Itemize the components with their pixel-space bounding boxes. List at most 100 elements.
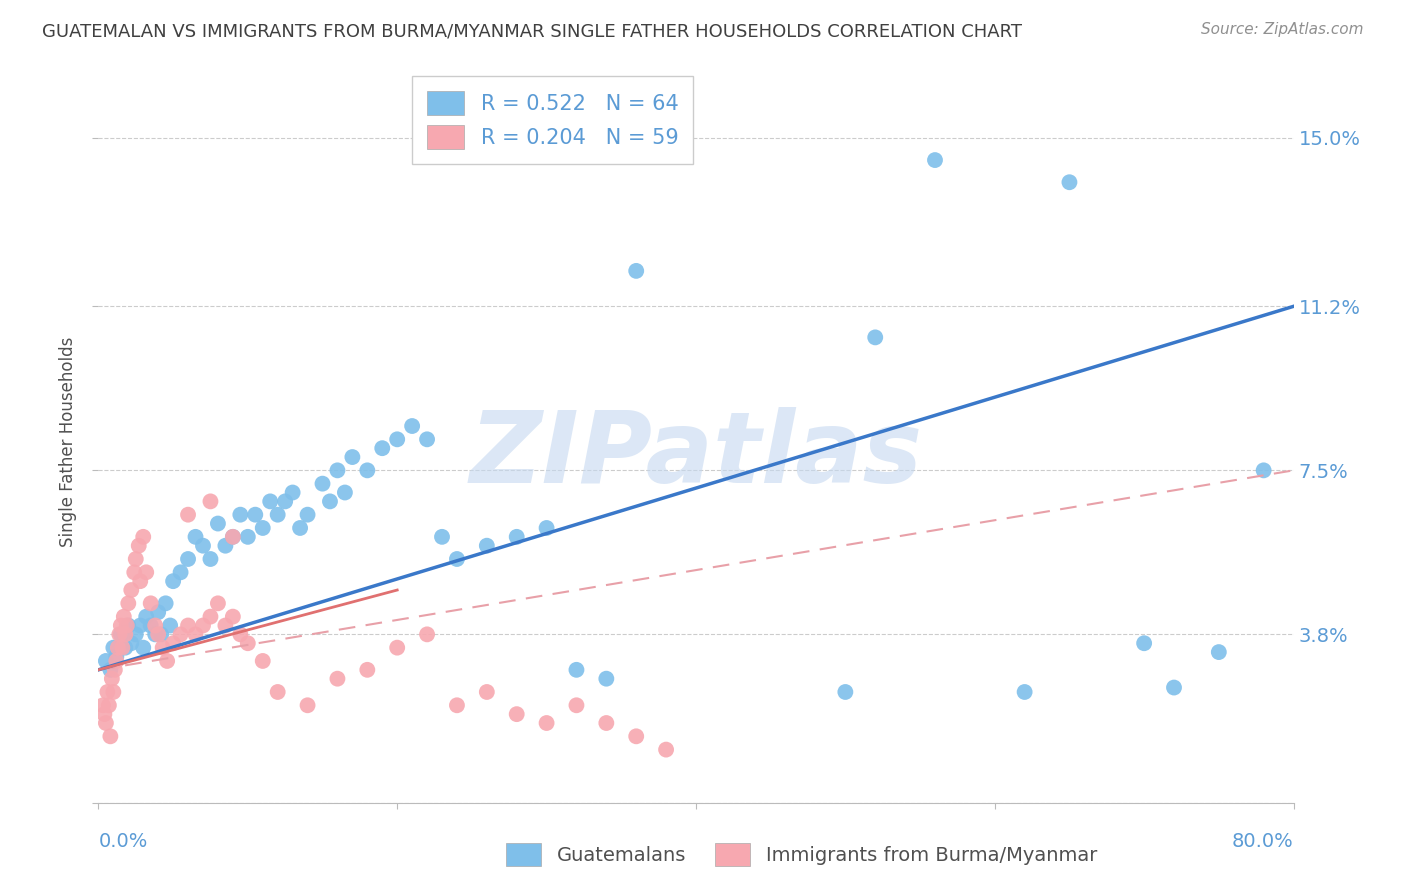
Point xyxy=(94,654,117,668)
Point xyxy=(446,552,468,566)
Point xyxy=(834,685,856,699)
Point xyxy=(120,636,142,650)
Point xyxy=(626,729,648,743)
Point xyxy=(135,609,157,624)
Point xyxy=(177,552,200,566)
Point xyxy=(114,627,136,641)
Point xyxy=(288,521,311,535)
Point xyxy=(200,494,222,508)
Text: 0.0%: 0.0% xyxy=(98,831,148,851)
Point xyxy=(93,707,115,722)
Point xyxy=(311,476,333,491)
Point xyxy=(333,485,356,500)
Point xyxy=(139,596,162,610)
Text: GUATEMALAN VS IMMIGRANTS FROM BURMA/MYANMAR SINGLE FATHER HOUSEHOLDS CORRELATION: GUATEMALAN VS IMMIGRANTS FROM BURMA/MYAN… xyxy=(42,22,1022,40)
Point xyxy=(169,627,191,641)
Point xyxy=(229,627,252,641)
Point xyxy=(259,494,281,508)
Point xyxy=(125,552,148,566)
Point xyxy=(446,698,468,713)
Point xyxy=(177,618,200,632)
Point xyxy=(222,530,245,544)
Point xyxy=(595,716,617,731)
Point xyxy=(98,663,122,677)
Point xyxy=(326,463,349,477)
Point xyxy=(281,485,304,500)
Point xyxy=(475,685,498,699)
Point xyxy=(125,627,148,641)
Point xyxy=(565,663,588,677)
Point xyxy=(114,640,136,655)
Point xyxy=(139,618,162,632)
Point xyxy=(191,539,214,553)
Point xyxy=(104,663,127,677)
Point xyxy=(115,618,138,632)
Point xyxy=(207,516,229,531)
Point xyxy=(342,450,364,464)
Point xyxy=(117,596,139,610)
Point xyxy=(267,508,290,522)
Point xyxy=(128,539,150,553)
Point xyxy=(112,609,135,624)
Point xyxy=(326,672,349,686)
Point xyxy=(124,566,146,580)
Point xyxy=(416,627,439,641)
Point xyxy=(401,419,423,434)
Point xyxy=(430,530,453,544)
Point xyxy=(129,618,152,632)
Legend: R = 0.522   N = 64, R = 0.204   N = 59: R = 0.522 N = 64, R = 0.204 N = 59 xyxy=(412,76,693,164)
Point xyxy=(91,698,114,713)
Point xyxy=(97,698,120,713)
Point xyxy=(132,640,155,655)
Point xyxy=(1253,463,1275,477)
Text: ZIPatlas: ZIPatlas xyxy=(470,408,922,505)
Point xyxy=(110,618,132,632)
Point xyxy=(120,582,142,597)
Point xyxy=(416,433,439,447)
Text: Source: ZipAtlas.com: Source: ZipAtlas.com xyxy=(1201,22,1364,37)
Point xyxy=(184,627,207,641)
Point xyxy=(565,698,588,713)
Point xyxy=(129,574,152,589)
Legend: Guatemalans, Immigrants from Burma/Myanmar: Guatemalans, Immigrants from Burma/Myanm… xyxy=(498,835,1105,873)
Point xyxy=(655,742,678,756)
Point xyxy=(371,441,394,455)
Point xyxy=(222,609,245,624)
Point xyxy=(506,707,529,722)
Point xyxy=(105,654,128,668)
Point xyxy=(222,530,245,544)
Point xyxy=(1208,645,1230,659)
Point xyxy=(924,153,946,167)
Point xyxy=(229,508,252,522)
Point xyxy=(385,640,409,655)
Point xyxy=(319,494,342,508)
Point xyxy=(135,566,157,580)
Point xyxy=(148,627,170,641)
Point xyxy=(169,566,191,580)
Point xyxy=(595,672,617,686)
Point xyxy=(536,716,558,731)
Point xyxy=(1163,681,1185,695)
Point xyxy=(1014,685,1036,699)
Y-axis label: Single Father Households: Single Father Households xyxy=(59,336,77,547)
Point xyxy=(191,618,214,632)
Point xyxy=(865,330,887,344)
Point xyxy=(297,508,319,522)
Point xyxy=(274,494,297,508)
Point xyxy=(475,539,498,553)
Point xyxy=(200,552,222,566)
Point xyxy=(98,729,122,743)
Point xyxy=(356,663,378,677)
Point xyxy=(236,530,259,544)
Point xyxy=(117,618,139,632)
Point xyxy=(267,685,290,699)
Point xyxy=(143,627,166,641)
Point xyxy=(162,636,184,650)
Point xyxy=(96,685,118,699)
Point xyxy=(103,640,125,655)
Point xyxy=(159,618,181,632)
Point xyxy=(105,649,128,664)
Point xyxy=(252,521,274,535)
Point xyxy=(207,596,229,610)
Point xyxy=(297,698,319,713)
